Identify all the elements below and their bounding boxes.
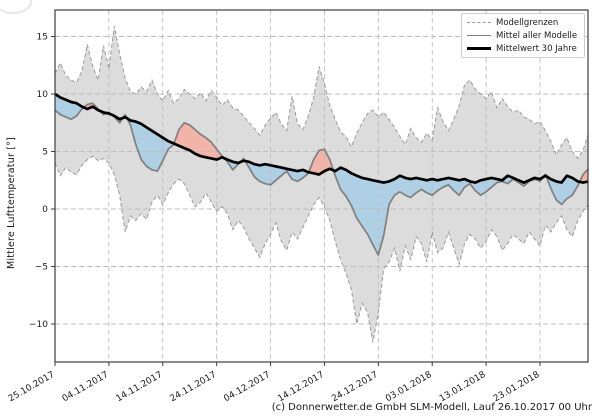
copyright-caption: (c) Donnerwetter.de GmbH SLM-Modell, Lau…: [271, 402, 592, 413]
fill-below-normal: [55, 94, 84, 120]
model-range-band: [55, 26, 589, 343]
x-tick-label: 25.10.2017: [7, 370, 57, 404]
lower-bound-line: [54, 155, 589, 343]
plot-frame: [54, 9, 589, 363]
x-tick-label: 14.12.2017: [276, 370, 326, 404]
legend-label: Mittel aller Modelle: [496, 30, 578, 41]
x-tick-label: 03.01.2018: [384, 370, 434, 405]
black-line-icon: [467, 47, 491, 50]
y-tick-label: −10: [29, 320, 48, 330]
fill-below-normal: [126, 118, 174, 172]
y-tick-label: −5: [35, 263, 48, 273]
x-tick-label: 04.11.2017: [61, 370, 111, 404]
fill-below-normal: [546, 175, 580, 205]
x-tick-label: 13.01.2018: [438, 370, 488, 405]
legend-label: Modellgrenzen: [496, 17, 559, 28]
x-tick-label: 14.11.2017: [115, 370, 165, 404]
model-mean-line: [54, 102, 590, 256]
y-tick-label: 10: [37, 90, 49, 100]
dashed-line-icon: [467, 22, 491, 23]
gray-line-icon: [467, 35, 491, 36]
legend-item-mittelwert-30-jahre: Mittelwert 30 Jahre: [467, 43, 579, 54]
legend-item-mittel-aller-modelle: Mittel aller Modelle: [467, 30, 579, 41]
climate-mean-line: [54, 92, 589, 184]
fill-below-normal: [333, 167, 544, 255]
chart-legend: Modellgrenzen Mittel aller Modelle Mitte…: [461, 13, 585, 58]
y-tick-label: 15: [37, 33, 48, 43]
legend-item-modellgrenzen: Modellgrenzen: [467, 17, 579, 28]
legend-label: Mittelwert 30 Jahre: [496, 43, 577, 54]
x-tick-label: 04.12.2017: [222, 370, 272, 404]
x-tick-label: 24.11.2017: [169, 370, 219, 404]
fill-above-normal: [173, 122, 224, 160]
y-tick-label: 0: [42, 205, 48, 215]
y-axis-label: Mittlere Lufttemperatur [°]: [6, 136, 17, 270]
x-tick-label: 24.12.2017: [330, 370, 380, 404]
y-tick-label: 5: [42, 148, 48, 158]
upper-bound-line: [54, 26, 589, 160]
x-tick-label: 23.01.2018: [492, 370, 542, 405]
